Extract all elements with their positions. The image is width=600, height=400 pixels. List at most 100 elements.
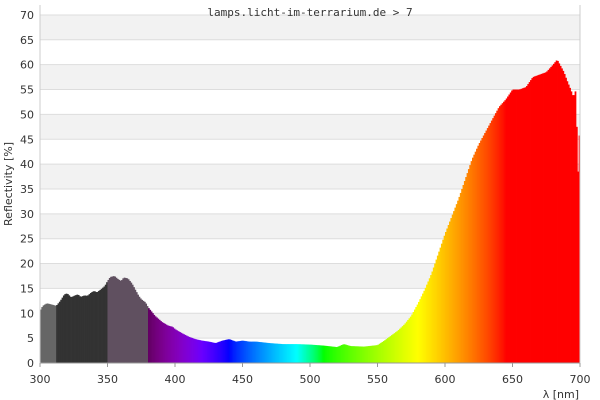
spectrum-bar xyxy=(477,145,480,363)
spectrum-bar xyxy=(427,281,430,363)
spectrum-bar xyxy=(133,287,135,363)
spectrum-bar xyxy=(85,295,88,363)
spectrum-bar xyxy=(142,300,145,363)
spectrum-bar xyxy=(257,341,260,363)
spectrum-bar xyxy=(481,138,484,363)
spectrum-bar xyxy=(431,271,434,363)
spectrum-bar xyxy=(260,342,262,363)
spectrum-bar xyxy=(266,342,269,363)
spectrum-bar xyxy=(399,328,401,363)
spectrum-bar xyxy=(196,339,199,363)
spectrum-bar xyxy=(300,344,303,363)
spectrum-bar xyxy=(110,276,112,363)
spectrum-bar xyxy=(238,341,241,363)
spectrum-bar xyxy=(268,343,270,363)
spectrum-bar xyxy=(98,290,100,363)
spectrum-bar xyxy=(116,278,119,363)
spectrum-bar xyxy=(567,84,570,363)
spectrum-bar xyxy=(393,333,396,363)
spectrum-bar xyxy=(378,343,381,363)
spectrum-bar xyxy=(478,142,481,363)
spectrum-bar xyxy=(230,339,233,363)
spectrum-bar xyxy=(91,292,94,363)
spectrum-bar xyxy=(92,291,95,363)
spectrum-bar xyxy=(103,286,106,363)
spectrum-bar xyxy=(404,323,407,363)
spectrum-bar xyxy=(465,177,467,363)
spectrum-bar xyxy=(135,292,138,363)
spectrum-bar xyxy=(233,340,235,363)
spectrum-bar xyxy=(350,346,353,363)
spectrum-bar xyxy=(353,346,355,363)
spectrum-bar xyxy=(204,341,207,363)
spectrum-bar xyxy=(512,89,515,363)
spectrum-bar xyxy=(293,344,296,363)
spectrum-bar xyxy=(77,295,80,363)
spectrum-bar xyxy=(484,133,486,363)
spectrum-bar xyxy=(519,89,521,363)
spectrum-bar xyxy=(361,346,364,363)
spectrum-bar xyxy=(526,86,528,364)
spectrum-bar xyxy=(157,318,160,363)
spectrum-area xyxy=(40,60,581,364)
spectrum-bar xyxy=(424,287,427,363)
spectrum-bar xyxy=(218,341,220,363)
spectrum-bar xyxy=(442,239,445,363)
spectrum-bar xyxy=(466,173,469,363)
spectrum-bar xyxy=(273,343,276,363)
x-tick-label: 550 xyxy=(367,373,388,386)
spectrum-bar xyxy=(574,91,577,363)
spectrum-bar xyxy=(295,344,297,363)
spectrum-bar xyxy=(304,344,307,363)
spectrum-bar xyxy=(566,81,569,364)
spectrum-bar xyxy=(472,157,474,363)
spectrum-bar xyxy=(231,340,234,363)
spectrum-bar xyxy=(355,346,358,363)
spectrum-bar xyxy=(222,340,224,363)
y-tick-label: 50 xyxy=(20,108,34,121)
spectrum-bar xyxy=(84,295,87,363)
spectrum-bar xyxy=(482,135,485,363)
spectrum-bar xyxy=(432,267,435,363)
spectrum-bar xyxy=(68,295,71,363)
spectrum-bar xyxy=(277,343,280,363)
spectrum-bar xyxy=(405,321,408,363)
spectrum-bar xyxy=(141,299,143,363)
spectrum-bar xyxy=(211,342,214,363)
spectrum-bar xyxy=(438,251,440,363)
y-tick-label: 0 xyxy=(27,357,34,370)
y-tick-label: 5 xyxy=(27,332,34,345)
spectrum-bar xyxy=(343,344,346,363)
spectrum-bar xyxy=(335,347,338,363)
spectrum-bar xyxy=(154,316,157,363)
x-tick-label: 350 xyxy=(97,373,118,386)
spectrum-bar xyxy=(539,74,542,364)
spectrum-bar xyxy=(305,344,308,363)
spectrum-bar xyxy=(391,335,393,363)
spectrum-bar xyxy=(200,340,203,363)
spectrum-bar xyxy=(251,341,254,363)
spectrum-bar xyxy=(148,308,150,363)
y-tick-labels: 0 5 10 15 20 25 30 35 40 45 50 55 60 65 70 xyxy=(20,9,34,370)
spectrum-bar xyxy=(258,341,261,363)
spectrum-bar xyxy=(219,341,222,363)
x-tick-labels: 300 350 400 450 500 550 600 650 700 xyxy=(30,363,591,386)
spectrum-bar xyxy=(544,72,547,364)
spectrum-bar xyxy=(249,341,251,363)
y-tick-label: 45 xyxy=(20,133,34,146)
spectrum-bar xyxy=(156,317,158,363)
spectrum-bar xyxy=(169,326,172,363)
spectrum-bar xyxy=(411,314,413,363)
chart-title: lamps.licht-im-terrarium.de > 7 xyxy=(207,6,412,19)
spectrum-bar xyxy=(358,346,361,363)
spectrum-bar xyxy=(274,343,277,363)
spectrum-bar xyxy=(469,165,472,363)
spectrum-bar xyxy=(102,287,104,363)
spectrum-bar xyxy=(129,280,131,363)
spectrum-bar xyxy=(152,313,154,363)
spectrum-bar xyxy=(416,304,419,363)
spectrum-bar xyxy=(149,309,152,363)
spectrum-bar xyxy=(370,345,373,363)
spectrum-bar xyxy=(318,345,320,363)
